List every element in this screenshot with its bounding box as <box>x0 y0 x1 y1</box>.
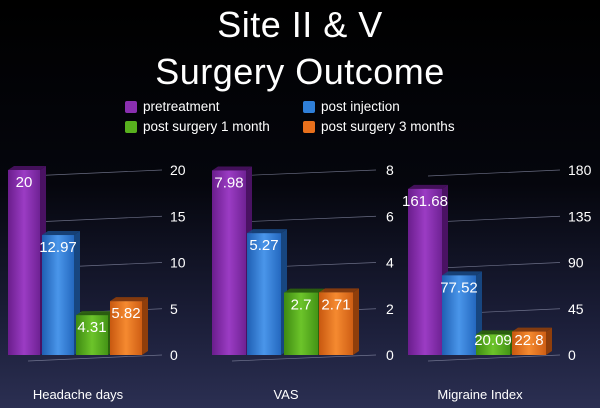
gridline-1-3 <box>231 215 377 223</box>
data-label: 20.09 <box>474 332 512 349</box>
data-label: 7.98 <box>214 174 243 191</box>
data-label: 12.97 <box>39 239 77 256</box>
gridline-2-3 <box>427 215 561 223</box>
bar-top <box>76 311 114 316</box>
data-label: 161.68 <box>402 193 448 210</box>
y-tick-label: 20 <box>170 162 186 178</box>
gridline-1-4 <box>231 169 377 177</box>
y-tick-label: 0 <box>386 347 394 363</box>
bar <box>408 188 442 355</box>
data-label: 5.82 <box>111 305 140 322</box>
bar-top <box>512 327 552 332</box>
bar <box>8 170 40 355</box>
bar-top <box>110 297 148 302</box>
bar-top <box>476 330 516 335</box>
y-tick-label: 90 <box>568 255 584 271</box>
data-label: 4.31 <box>77 319 106 336</box>
bar-top <box>42 231 80 236</box>
bar <box>319 292 353 355</box>
legend-label-pretreatment: pretreatment <box>143 99 220 114</box>
legend-label-post-surgery-1-month: post surgery 1 month <box>143 119 270 134</box>
legend-swatch-post-injection <box>303 101 315 113</box>
legend-swatch-post-surgery-1-month <box>125 121 137 133</box>
data-label: 5.27 <box>249 237 278 254</box>
data-label: 2.7 <box>291 297 312 314</box>
legend-label-post-surgery-3-months: post surgery 3 months <box>321 119 455 134</box>
bar-top <box>284 288 324 293</box>
bar-side <box>142 297 148 355</box>
bar <box>442 275 476 355</box>
y-tick-label: 45 <box>568 301 584 317</box>
data-label: 2.71 <box>321 296 350 313</box>
bar-side <box>546 327 552 355</box>
x-axis-label: Headache days <box>33 387 124 402</box>
y-tick-label: 0 <box>568 347 576 363</box>
bar <box>476 334 510 355</box>
data-label: 20 <box>16 174 33 191</box>
bar <box>76 315 108 355</box>
gridline-1-0 <box>231 354 377 362</box>
bar <box>212 170 246 355</box>
legend: pretreatment post injection post surgery… <box>125 98 525 138</box>
y-tick-label: 180 <box>568 162 592 178</box>
gridline-0-4 <box>27 169 163 177</box>
bar-top <box>442 271 482 276</box>
y-tick-label: 4 <box>386 255 394 271</box>
y-tick-label: 10 <box>170 255 186 271</box>
bar <box>110 301 142 355</box>
x-axis-label: VAS <box>273 387 298 402</box>
y-tick-label: 0 <box>170 347 178 363</box>
gridline-2-4 <box>427 169 561 177</box>
y-tick-label: 8 <box>386 162 394 178</box>
bar <box>512 331 546 355</box>
y-tick-label: 15 <box>170 208 186 224</box>
bar <box>42 235 74 355</box>
y-tick-label: 5 <box>170 301 178 317</box>
legend-label-post-injection: post injection <box>321 99 400 114</box>
bar <box>284 292 318 355</box>
legend-swatch-pretreatment <box>125 101 137 113</box>
bar-top <box>247 229 287 234</box>
y-tick-label: 135 <box>568 208 592 224</box>
x-axis-label: Migraine Index <box>437 387 523 402</box>
data-label: 22.8 <box>514 332 543 349</box>
bar-top <box>212 166 252 171</box>
bar-top <box>408 184 448 189</box>
gridline-0-0 <box>27 354 163 362</box>
chart-title-line-2: Surgery Outcome <box>155 51 445 92</box>
gridline-2-2 <box>427 262 561 269</box>
gridline-2-0 <box>427 354 561 362</box>
bar-top <box>319 288 359 293</box>
legend-swatch-post-surgery-3-months <box>303 121 315 133</box>
gridline-0-3 <box>27 215 163 223</box>
data-label: 77.52 <box>440 279 478 296</box>
bar-top <box>8 166 46 170</box>
bar-side <box>353 288 359 355</box>
y-tick-label: 2 <box>386 301 394 317</box>
bar <box>247 233 281 355</box>
chart-title-line-1: Site II & V <box>217 4 383 45</box>
y-tick-label: 6 <box>386 208 394 224</box>
